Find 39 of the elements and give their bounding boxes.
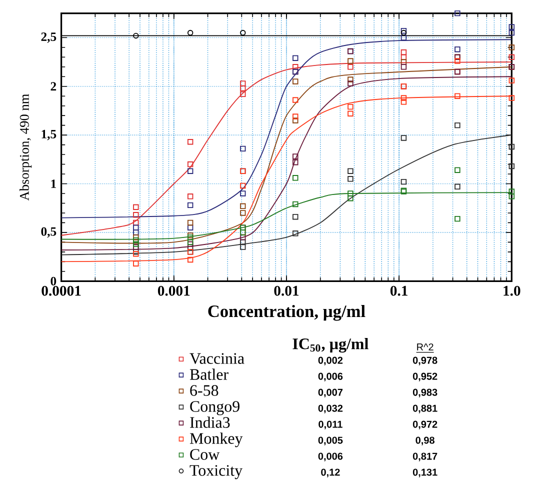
text: 0,006 — [318, 452, 343, 462]
x-tick-label: 0.001 — [158, 286, 190, 296]
text: 0,881 — [412, 404, 438, 414]
text: R^2 — [417, 344, 434, 351]
text: 0,002 — [318, 356, 343, 366]
y-axis-title: Absorption, 490 nm — [20, 94, 32, 201]
y-tick-label: 1,5 — [42, 130, 56, 140]
text: 0,011 — [318, 420, 342, 430]
x-axis-title: Concentration, µg/ml — [208, 305, 366, 321]
legend-label: Congo9 — [190, 401, 240, 416]
y-tick-label: 2 — [50, 82, 56, 91]
text: 0,12 — [321, 468, 340, 478]
text: 0,007 — [318, 388, 343, 398]
x-tick-label: 0.01 — [274, 286, 299, 296]
y-tick-label: 0 — [50, 277, 56, 286]
text: 0,032 — [318, 404, 343, 414]
text: 0,817 — [412, 452, 438, 462]
x-tick-label: 0.0001 — [42, 286, 81, 296]
legend-label: Batler — [190, 368, 228, 380]
legend-label: Cow — [190, 449, 220, 460]
x-tick-label: 1.0 — [504, 286, 520, 296]
x-tick-label: 0.1 — [390, 286, 408, 296]
y-tick-label: 0,5 — [41, 227, 56, 238]
legend-label: India3 — [190, 416, 230, 428]
text: 0,005 — [318, 436, 343, 446]
text: 0,972 — [412, 420, 438, 430]
text: 0,006 — [318, 372, 343, 382]
legend-label: Monkey — [190, 432, 243, 448]
legend-label: 6-58 — [190, 385, 218, 396]
text: 0,978 — [412, 356, 438, 366]
text: IC$_{50}$, µg/ml — [292, 338, 368, 353]
text: 0,983 — [412, 388, 438, 398]
y-tick-label: 1 — [51, 180, 56, 188]
text: 0,98 — [416, 436, 434, 446]
text: 0,952 — [412, 372, 438, 382]
legend-label: Toxicity — [190, 465, 243, 480]
y-tick-label: 2,5 — [41, 32, 56, 43]
text: 0,131 — [412, 468, 438, 478]
legend-label: Vaccinia — [190, 353, 244, 364]
